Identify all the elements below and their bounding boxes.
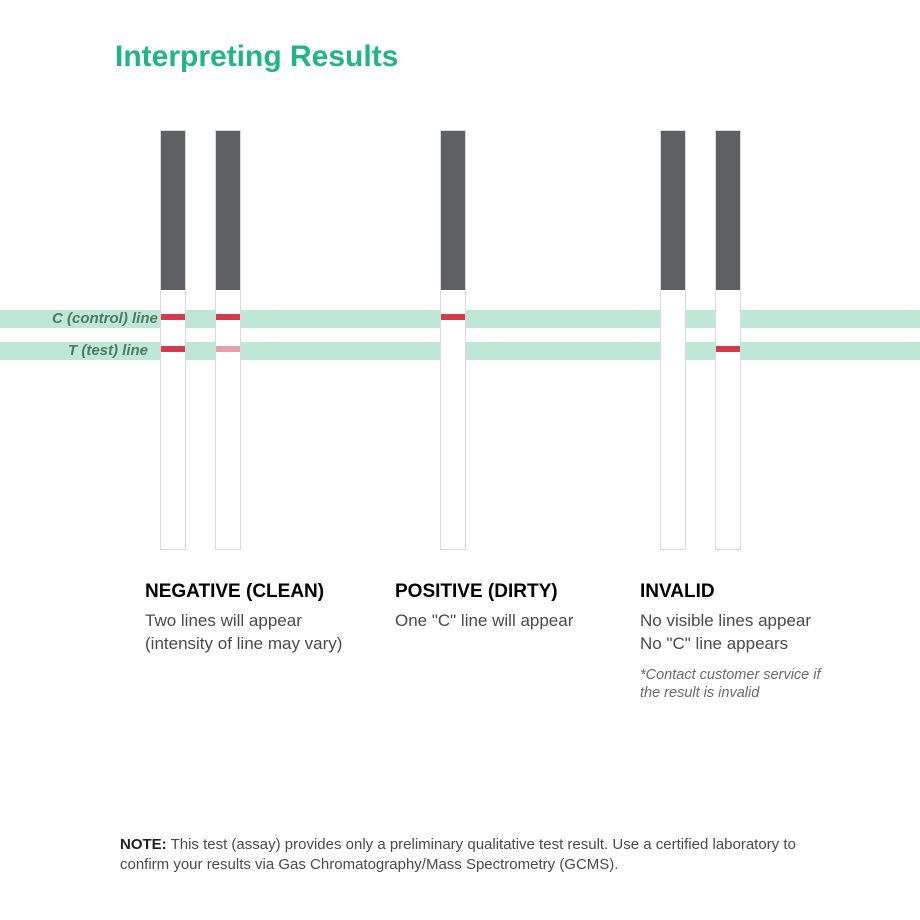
positive-result-block: POSITIVE (DIRTY) One "C" line will appea… xyxy=(395,580,595,633)
c-line xyxy=(441,314,465,320)
invalid-desc: No visible lines appearNo "C" line appea… xyxy=(640,610,840,656)
positive-desc: One "C" line will appear xyxy=(395,610,595,633)
invalid-result-block: INVALID No visible lines appearNo "C" li… xyxy=(640,580,840,703)
test-strip xyxy=(660,130,686,550)
strip-grip xyxy=(716,131,740,290)
negative-desc: Two lines will appear (intensity of line… xyxy=(145,610,345,656)
strip-grip xyxy=(161,131,185,290)
c-line xyxy=(161,314,185,320)
strip-grip xyxy=(216,131,240,290)
page-title: Interpreting Results xyxy=(115,40,398,74)
test-strip xyxy=(160,130,186,550)
t-line xyxy=(716,346,740,352)
test-strip xyxy=(215,130,241,550)
negative-header: NEGATIVE (CLEAN) xyxy=(145,580,345,604)
c-line xyxy=(216,314,240,320)
negative-result-block: NEGATIVE (CLEAN) Two lines will appear (… xyxy=(145,580,345,656)
t-line xyxy=(161,346,185,352)
t-line xyxy=(216,346,240,352)
test-strip xyxy=(440,130,466,550)
test-strip xyxy=(715,130,741,550)
strip-grip xyxy=(441,131,465,290)
positive-header: POSITIVE (DIRTY) xyxy=(395,580,595,604)
note-text: This test (assay) provides only a prelim… xyxy=(120,836,796,873)
disclaimer-note: NOTE: This test (assay) provides only a … xyxy=(120,835,820,876)
control-line-label: C (control) line xyxy=(52,310,158,327)
note-label: NOTE: xyxy=(120,836,167,853)
invalid-footnote: *Contact customer service if the result … xyxy=(640,666,840,704)
invalid-header: INVALID xyxy=(640,580,840,604)
test-line-label: T (test) line xyxy=(68,342,148,359)
strip-grip xyxy=(661,131,685,290)
